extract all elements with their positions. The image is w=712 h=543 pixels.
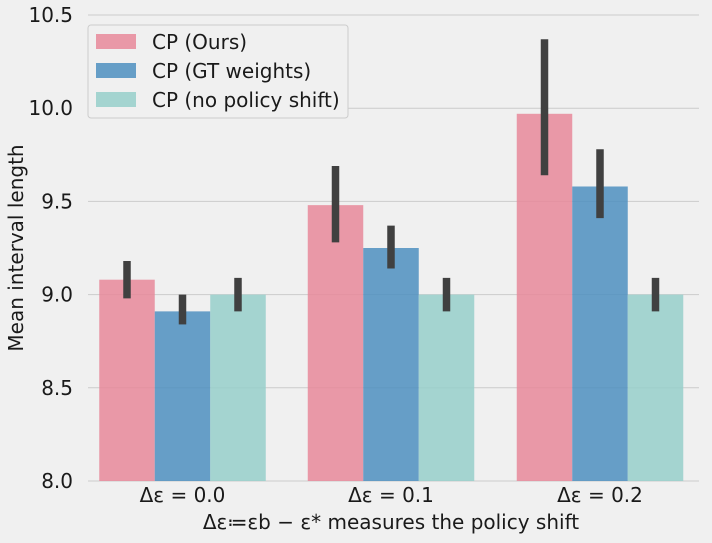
bar (307, 205, 364, 482)
bar (99, 279, 155, 481)
bar (418, 294, 475, 481)
y-axis-label: Mean interval length (4, 144, 28, 351)
bar (154, 311, 211, 481)
legend-entry: CP (no policy shift) (152, 88, 340, 112)
legend-swatch (96, 34, 136, 49)
y-tick-label: 10.5 (28, 3, 73, 27)
x-tick-label: Δε = 0.2 (557, 483, 643, 507)
y-tick-label: 9.5 (41, 189, 73, 213)
y-tick-label: 9.0 (41, 283, 73, 307)
y-tick-label: 10.0 (28, 96, 73, 120)
y-tick-label: 8.5 (41, 376, 73, 400)
bar (210, 294, 266, 481)
x-tick-label: Δε = 0.0 (140, 483, 226, 507)
y-axis-ticks: 8.0 8.5 9.0 9.5 10.0 10.5 (28, 3, 73, 493)
legend-entry: CP (Ours) (152, 30, 247, 54)
x-axis-label: Δε≔εb − ε* measures the policy shift (203, 510, 579, 534)
legend-swatch (96, 92, 136, 107)
legend: CP (Ours) CP (GT weights) CP (no policy sh… (87, 24, 349, 119)
bar (627, 294, 684, 481)
bars (99, 113, 684, 482)
legend-entry: CP (GT weights) (152, 59, 311, 83)
legend-swatch (96, 63, 136, 78)
error-bars (123, 39, 660, 325)
x-axis-ticks: Δε = 0.0 Δε = 0.1 Δε = 0.2 (140, 483, 643, 507)
y-tick-label: 8.0 (41, 469, 73, 493)
bar (363, 248, 419, 481)
legend-frame (87, 24, 349, 119)
bar (572, 186, 628, 481)
x-tick-label: Δε = 0.1 (348, 483, 434, 507)
